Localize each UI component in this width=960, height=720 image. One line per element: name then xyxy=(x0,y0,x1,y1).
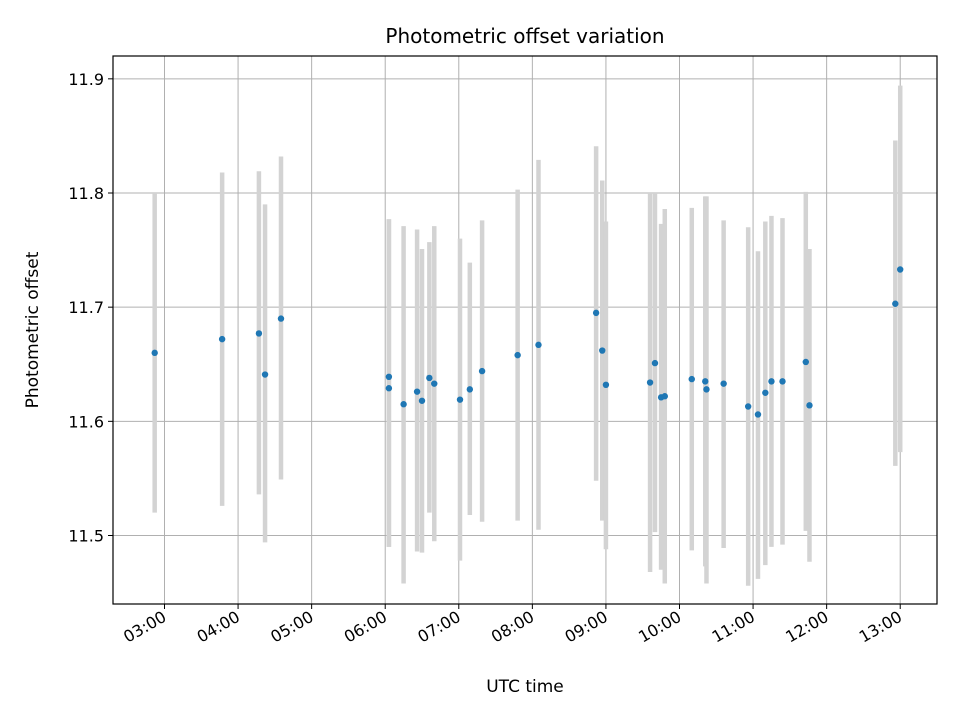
y-tick-label: 11.6 xyxy=(68,412,104,431)
data-point xyxy=(255,330,263,337)
data-point xyxy=(599,347,606,354)
y-tick-label: 11.8 xyxy=(68,184,104,203)
y-tick-label: 11.7 xyxy=(68,298,104,317)
data-point xyxy=(703,386,710,393)
data-point xyxy=(456,396,464,403)
data-point xyxy=(779,378,786,385)
x-axis-title: UTC time xyxy=(486,677,564,697)
data-point xyxy=(651,359,659,367)
data-point xyxy=(151,349,158,357)
data-point xyxy=(754,411,762,418)
y-axis-title: Photometric offset xyxy=(23,251,43,408)
data-point xyxy=(702,378,709,385)
data-point xyxy=(478,367,486,375)
data-point xyxy=(720,380,727,387)
data-point xyxy=(802,358,809,366)
data-point xyxy=(661,393,668,400)
data-point xyxy=(897,266,904,273)
data-point xyxy=(646,379,654,386)
data-point xyxy=(744,403,752,410)
data-point xyxy=(418,397,426,404)
data-point xyxy=(602,381,610,388)
data-point xyxy=(413,388,421,395)
data-point xyxy=(218,335,226,343)
data-point xyxy=(535,341,542,349)
data-point xyxy=(385,373,393,381)
data-point xyxy=(426,374,433,382)
data-point xyxy=(277,315,285,322)
data-point xyxy=(400,401,407,408)
data-point xyxy=(431,380,438,387)
data-point xyxy=(514,351,521,359)
data-point xyxy=(261,371,269,378)
plot-frame xyxy=(112,55,938,605)
data-point xyxy=(806,402,813,409)
data-points xyxy=(151,266,904,418)
y-axis: 11.5 11.6 11.7 11.8 11.9 xyxy=(68,70,113,546)
data-point xyxy=(768,378,775,385)
data-point xyxy=(688,375,695,383)
data-point xyxy=(592,309,600,317)
y-tick-label: 11.9 xyxy=(68,70,104,89)
chart-title: Photometric offset variation xyxy=(385,24,664,48)
data-point xyxy=(385,385,393,392)
data-point xyxy=(892,300,899,307)
data-point xyxy=(762,389,769,396)
y-tick-label: 11.5 xyxy=(68,527,104,546)
data-point xyxy=(466,386,474,393)
